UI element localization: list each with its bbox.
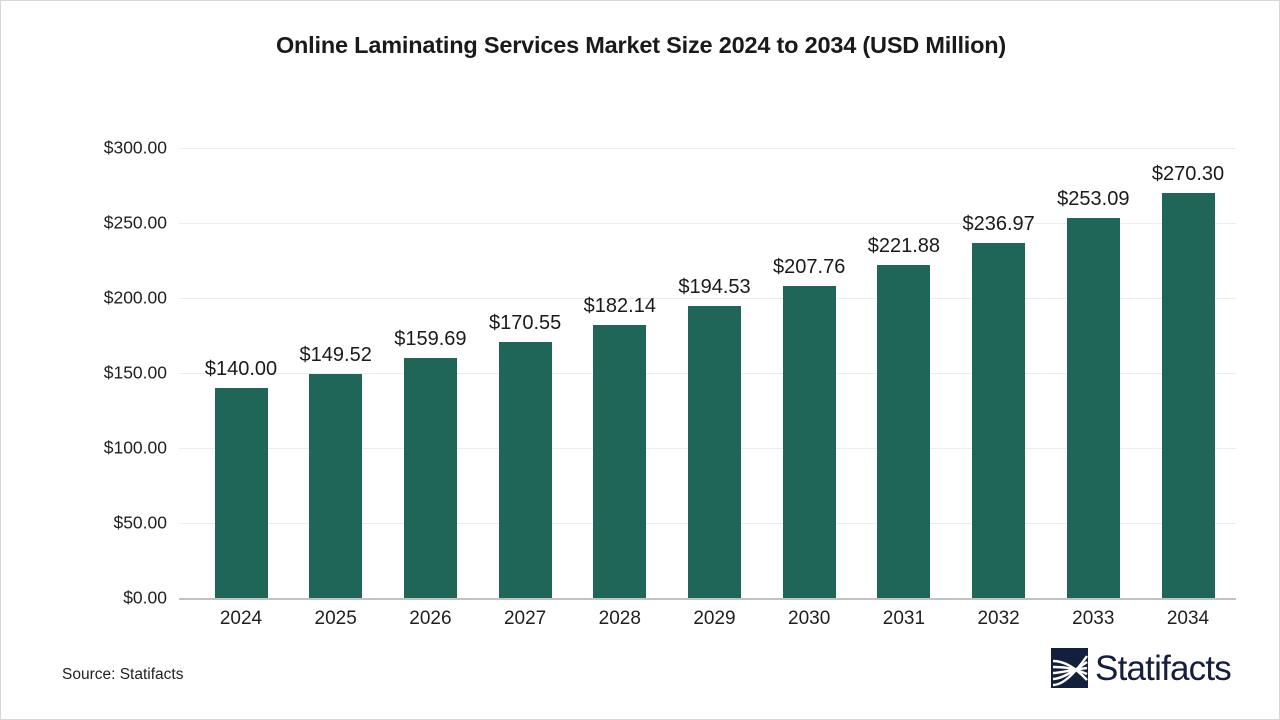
x-axis-tick-label: 2030	[788, 608, 831, 629]
bar-value-label: $270.30	[1151, 162, 1225, 185]
gridline	[179, 148, 1236, 149]
bar[interactable]	[214, 388, 268, 598]
x-axis-tick-label: 2027	[503, 608, 547, 629]
x-axis-tick-label: 2034	[1166, 608, 1210, 629]
statifacts-wave-mark-icon	[1051, 648, 1089, 688]
bar-group[interactable]: $236.97	[962, 148, 1035, 598]
bar-value-label: $207.76	[773, 256, 846, 279]
brand-name: Statifacts	[1095, 648, 1232, 688]
x-axis-tick-label: 2032	[977, 608, 1020, 629]
bar[interactable]	[309, 373, 363, 598]
x-axis-tick-label: 2029	[693, 608, 736, 629]
bar-group[interactable]: $207.76	[773, 148, 845, 598]
bar[interactable]	[1066, 218, 1120, 598]
bar-value-label: $159.69	[394, 328, 467, 351]
x-axis-tick-label: 2024	[219, 608, 263, 629]
chart-title: Online Laminating Services Market Size 2…	[275, 32, 1007, 58]
bar-value-label: $149.52	[299, 343, 372, 366]
x-axis-tick-label: 2025	[314, 608, 357, 629]
bar-group[interactable]: $182.14	[584, 148, 656, 598]
y-axis-tick-label: $250.00	[103, 212, 167, 233]
bar-value-label: $236.97	[962, 212, 1035, 235]
x-axis-tick-label: 2028	[598, 608, 641, 629]
bar-group[interactable]: $140.00	[205, 148, 277, 598]
bar-value-label: $182.14	[583, 294, 656, 317]
statifacts-logo: Statifacts	[1051, 648, 1232, 688]
x-axis-line	[179, 598, 1236, 600]
x-axis-tick-label: 2026	[409, 608, 452, 629]
y-axis-tick-label: $200.00	[103, 287, 167, 308]
y-axis-tick-label: $100.00	[103, 437, 167, 458]
bar-value-label: $194.53	[678, 276, 751, 299]
bar[interactable]	[498, 342, 552, 598]
bar-group[interactable]: $194.53	[678, 148, 751, 598]
y-axis: $0.00 $50.00 $100.00 $150.00 $200.00 $250.00 $…	[43, 138, 167, 608]
source-note: Source: Statifacts	[62, 666, 184, 683]
y-axis-tick-label: $50.00	[113, 512, 167, 533]
gridline	[179, 223, 1236, 224]
plot-area: $140.00 $149.52 $159.69 $170.55 $182.14 $194.…	[179, 148, 1236, 599]
bar[interactable]	[1161, 192, 1215, 598]
bar-value-label: $253.09	[1057, 188, 1130, 211]
bar[interactable]	[972, 242, 1026, 598]
bar[interactable]	[688, 306, 741, 598]
gridline	[179, 298, 1236, 299]
bar-group[interactable]: $253.09	[1057, 148, 1129, 598]
bar-value-label: $221.88	[867, 235, 941, 258]
bar-group[interactable]: $170.55	[489, 148, 561, 598]
bar-value-label: $140.00	[204, 358, 278, 380]
bar[interactable]	[877, 265, 931, 598]
bar-value-label: $170.55	[488, 312, 562, 335]
x-axis-tick-label: 2031	[882, 608, 926, 629]
y-axis-tick-label: $0.00	[123, 587, 167, 608]
x-axis-tick-label: 2033	[1072, 608, 1115, 629]
bar-group[interactable]: $270.30	[1152, 148, 1224, 598]
bar[interactable]	[593, 324, 647, 598]
bar-group[interactable]: $221.88	[868, 148, 940, 598]
y-axis-tick-label: $150.00	[103, 362, 167, 383]
bar[interactable]	[403, 358, 457, 598]
bar-group[interactable]: $149.52	[300, 148, 372, 598]
bar-group[interactable]: $159.69	[394, 148, 467, 598]
y-axis-tick-label: $300.00	[103, 137, 167, 158]
bar[interactable]	[782, 286, 836, 598]
